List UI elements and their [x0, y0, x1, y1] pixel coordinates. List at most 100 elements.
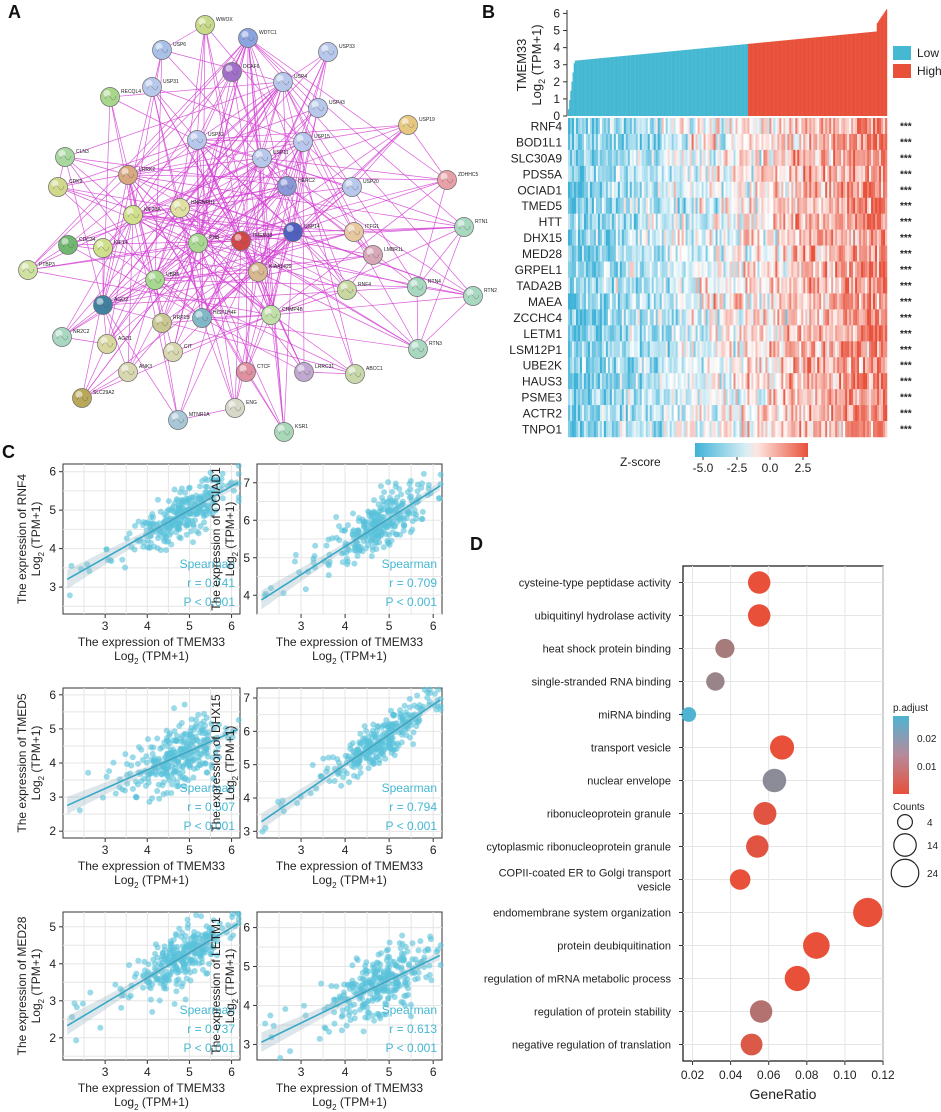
heatmap-cell [813, 213, 816, 230]
scatter-xtick-label: 5 [186, 619, 193, 633]
heatmap-cell [649, 245, 652, 262]
heatmap-cell [635, 245, 639, 262]
heatmap-cell [805, 277, 808, 294]
heatmap-cell [825, 261, 828, 278]
heatmap-cell [811, 229, 814, 246]
expression-bar [778, 40, 781, 117]
network-node-highlight [58, 150, 66, 157]
heatmap-cell [767, 277, 770, 294]
heatmap-cell [661, 165, 664, 183]
heatmap-cell [633, 181, 637, 198]
heatmap-cell [603, 118, 607, 135]
heatmap-cell [775, 357, 778, 374]
expression-bar [834, 35, 836, 117]
heatmap-cell [869, 197, 872, 214]
heatmap-cell [877, 245, 880, 262]
heatmap-cell [709, 373, 712, 390]
heatmap-cell [875, 277, 878, 294]
heatmap-cell [579, 277, 583, 294]
network-edge [197, 242, 247, 373]
heatmap-cell [619, 341, 623, 358]
heatmap-cell [721, 421, 724, 438]
heatmap-cell [707, 309, 710, 326]
network-edge [201, 186, 353, 319]
heatmap-cell [797, 133, 800, 151]
heatmap-cell [663, 261, 666, 278]
heatmap-cell [701, 421, 704, 438]
heatmap-cell [669, 245, 672, 262]
heatmap-cell [717, 277, 720, 294]
heatmap-cell [613, 405, 617, 422]
heatmap-cell [631, 309, 635, 326]
network-edge [261, 157, 465, 228]
network-edge [247, 37, 263, 159]
heatmap-cell [709, 325, 712, 342]
heatmap-cell [583, 325, 587, 342]
heatmap-cell [759, 325, 762, 342]
heatmap-cell [881, 373, 884, 390]
network-node-highlight [166, 345, 174, 352]
heatmap-cell [573, 165, 577, 183]
heatmap-cell [579, 229, 583, 246]
heatmap-gene-label: HAUS3 [522, 375, 562, 389]
heatmap-cell [711, 118, 714, 135]
heatmap-cell [815, 229, 818, 246]
heatmap-cell [609, 421, 613, 438]
network-node-label: LRRC31 [315, 364, 334, 370]
heatmap-cell [747, 277, 750, 294]
expression-bar [801, 38, 803, 116]
network-edge [196, 139, 242, 242]
scatter-ylabel: The expression of OCIAD1 [209, 467, 223, 611]
heatmap-cell [873, 133, 876, 151]
scatter-point [394, 494, 401, 501]
network-node-label: RRP1B [173, 315, 190, 321]
scatter-point [189, 539, 196, 546]
network-node-structure [191, 138, 204, 144]
heatmap-cell [729, 325, 732, 342]
heatmap-cell [825, 405, 828, 422]
heatmap-cell [825, 389, 828, 406]
heatmap-ylabel-unit: Log2 (TPM+1) [529, 24, 547, 105]
heatmap-cell [641, 357, 645, 374]
heatmap-cell [731, 229, 734, 246]
heatmap-cell [771, 357, 774, 374]
heatmap-cell [883, 213, 886, 230]
heatmap-cell [621, 149, 625, 167]
heatmap-cell [649, 261, 652, 278]
network-node-structure [196, 316, 209, 322]
scatter-point [368, 510, 375, 517]
heatmap-cell [803, 118, 806, 135]
heatmap-cell [591, 389, 595, 406]
heatmap-cell [815, 389, 818, 406]
network-node: HIST1H4F [192, 308, 237, 328]
heatmap-cell [695, 421, 698, 438]
heatmap-cell [685, 149, 688, 167]
heatmap-cell [679, 421, 682, 438]
scatter-point [425, 485, 432, 492]
scatter-point [291, 558, 298, 565]
network-node-structure [56, 335, 69, 341]
expression-bar [719, 46, 721, 116]
scatter-ytick-label: 3 [49, 580, 56, 594]
network-node-label: WWOX [216, 17, 233, 23]
network-node-structure [278, 430, 291, 436]
heatmap-cell [753, 165, 756, 183]
heatmap-cell [781, 118, 784, 135]
scatter-point [407, 529, 414, 536]
heatmap-cell [817, 293, 820, 310]
heatmap-cell [767, 149, 770, 167]
heatmap-cell [649, 293, 652, 310]
heatmap-cell [839, 373, 842, 390]
heatmap-cell [633, 229, 637, 246]
heatmap-cell [837, 181, 840, 198]
heatmap-cell [737, 149, 740, 167]
heatmap-cell [607, 389, 611, 406]
heatmap-yaxis-label: TMEM33 Log2 (TPM+1) [514, 24, 547, 105]
heatmap-cell [731, 357, 734, 374]
heatmap-cell [631, 341, 635, 358]
heatmap-cell [769, 197, 772, 214]
heatmap-cell [779, 213, 782, 230]
expression-bar [634, 54, 636, 116]
heatmap-cell [867, 293, 870, 310]
spearman-label: Spearman [180, 557, 235, 571]
